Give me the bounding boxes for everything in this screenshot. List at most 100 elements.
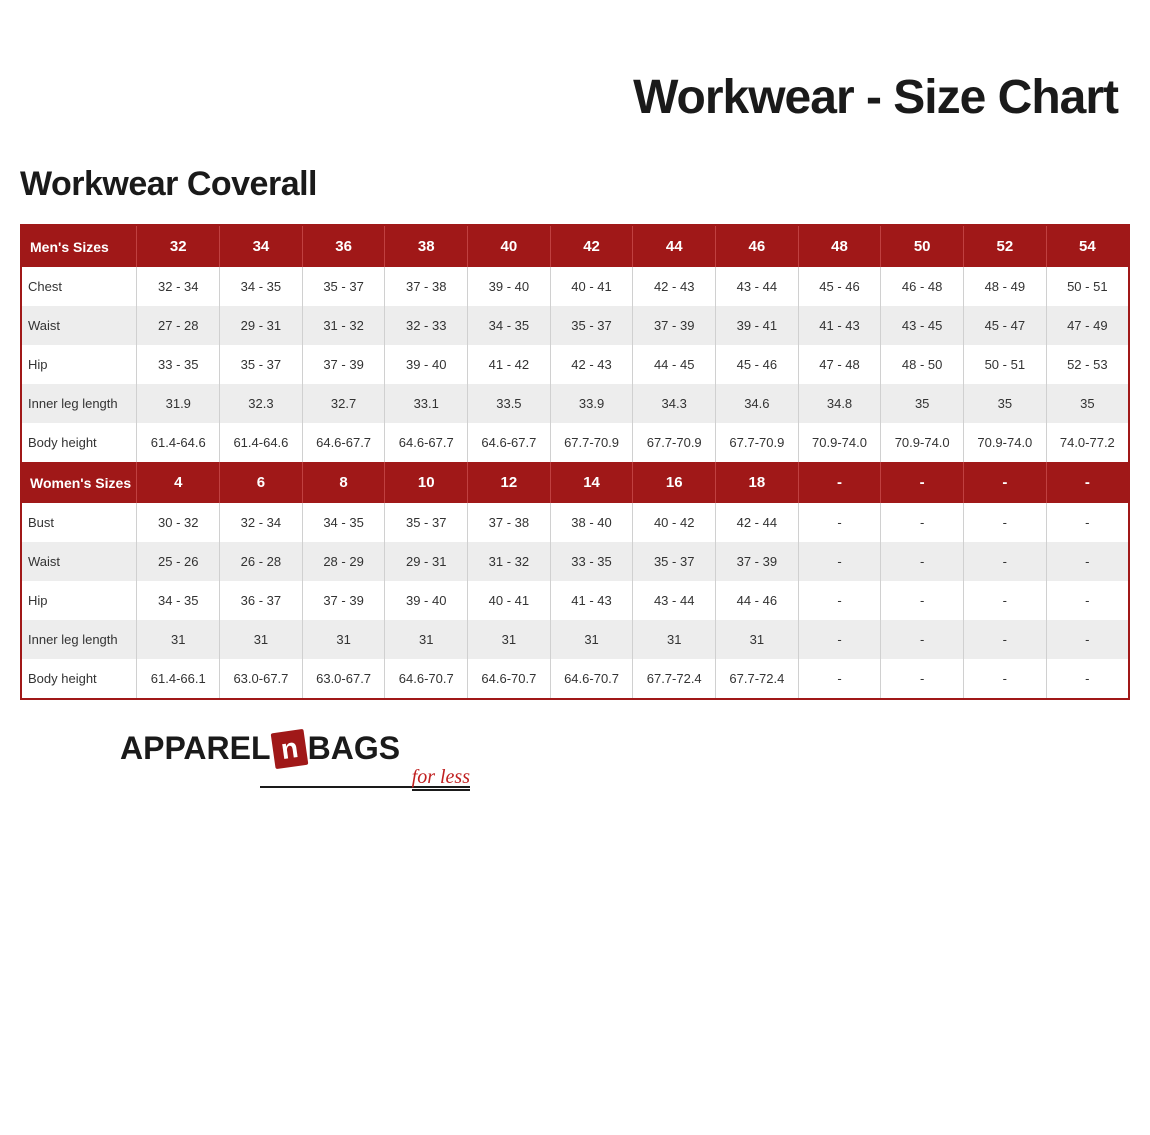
table-cell: 64.6-67.7 (385, 423, 468, 462)
table-cell: 33 - 35 (137, 345, 220, 384)
table-cell: 44 - 46 (716, 581, 799, 620)
table-cell: 38 - 40 (550, 503, 633, 542)
mens-size-header: 44 (633, 225, 716, 267)
table-cell: 45 - 46 (798, 267, 881, 306)
mens-size-header: 48 (798, 225, 881, 267)
table-cell: 67.7-70.9 (550, 423, 633, 462)
table-cell: 37 - 39 (633, 306, 716, 345)
table-cell: 37 - 39 (302, 345, 385, 384)
table-cell: 64.6-67.7 (302, 423, 385, 462)
table-cell: 52 - 53 (1046, 345, 1129, 384)
table-cell: 43 - 45 (881, 306, 964, 345)
page-container: Workwear - Size Chart Workwear Coverall … (0, 0, 1150, 830)
table-cell: 32 - 34 (220, 503, 303, 542)
table-cell: 25 - 26 (137, 542, 220, 581)
table-cell: 45 - 47 (964, 306, 1047, 345)
table-cell: - (1046, 659, 1129, 699)
mens-row-label: Inner leg length (21, 384, 137, 423)
table-cell: 70.9-74.0 (798, 423, 881, 462)
table-row: Bust30 - 3232 - 3434 - 3535 - 3737 - 383… (21, 503, 1129, 542)
table-cell: 35 (964, 384, 1047, 423)
table-cell: 41 - 43 (550, 581, 633, 620)
table-cell: 37 - 39 (716, 542, 799, 581)
womens-size-header: - (964, 462, 1047, 503)
table-cell: 63.0-67.7 (220, 659, 303, 699)
table-cell: 42 - 44 (716, 503, 799, 542)
logo-tagline: for less (412, 766, 470, 791)
table-cell: 61.4-66.1 (137, 659, 220, 699)
table-cell: 35 - 37 (385, 503, 468, 542)
mens-size-header: 38 (385, 225, 468, 267)
table-cell: 67.7-72.4 (716, 659, 799, 699)
table-cell: 35 - 37 (220, 345, 303, 384)
table-cell: 67.7-72.4 (633, 659, 716, 699)
table-cell: - (964, 503, 1047, 542)
table-cell: 48 - 50 (881, 345, 964, 384)
table-cell: 40 - 42 (633, 503, 716, 542)
table-cell: 39 - 40 (385, 581, 468, 620)
mens-size-header: 40 (468, 225, 551, 267)
mens-size-header: 34 (220, 225, 303, 267)
table-cell: 41 - 43 (798, 306, 881, 345)
table-cell: 74.0-77.2 (1046, 423, 1129, 462)
table-row: Body height61.4-64.661.4-64.664.6-67.764… (21, 423, 1129, 462)
mens-row-label: Body height (21, 423, 137, 462)
womens-size-header: - (881, 462, 964, 503)
table-row: Chest32 - 3434 - 3535 - 3737 - 3839 - 40… (21, 267, 1129, 306)
table-cell: 31 (633, 620, 716, 659)
table-cell: 34.3 (633, 384, 716, 423)
womens-row-label: Inner leg length (21, 620, 137, 659)
table-cell: 34.8 (798, 384, 881, 423)
table-cell: - (881, 581, 964, 620)
table-cell: 64.6-67.7 (468, 423, 551, 462)
table-cell: 32.7 (302, 384, 385, 423)
table-cell: 31 - 32 (468, 542, 551, 581)
table-cell: 31 - 32 (302, 306, 385, 345)
mens-size-header: 54 (1046, 225, 1129, 267)
table-cell: 47 - 49 (1046, 306, 1129, 345)
table-cell: 40 - 41 (550, 267, 633, 306)
table-cell: 37 - 38 (385, 267, 468, 306)
table-cell: 64.6-70.7 (550, 659, 633, 699)
table-cell: 37 - 38 (468, 503, 551, 542)
table-row: Waist27 - 2829 - 3131 - 3232 - 3334 - 35… (21, 306, 1129, 345)
table-cell: 42 - 43 (633, 267, 716, 306)
table-cell: 70.9-74.0 (881, 423, 964, 462)
table-row: Hip34 - 3536 - 3737 - 3939 - 4040 - 4141… (21, 581, 1129, 620)
table-cell: 39 - 40 (385, 345, 468, 384)
womens-row-label: Body height (21, 659, 137, 699)
table-cell: 33.5 (468, 384, 551, 423)
table-row: Inner leg length3131313131313131---- (21, 620, 1129, 659)
table-cell: - (1046, 503, 1129, 542)
table-cell: - (964, 659, 1047, 699)
table-cell: 64.6-70.7 (468, 659, 551, 699)
womens-header-row: Women's Sizes4681012141618---- (21, 462, 1129, 503)
table-cell: 29 - 31 (385, 542, 468, 581)
table-cell: 31 (716, 620, 799, 659)
table-cell: 34.6 (716, 384, 799, 423)
table-cell: 39 - 40 (468, 267, 551, 306)
table-cell: 31 (385, 620, 468, 659)
mens-header-label: Men's Sizes (21, 225, 137, 267)
table-cell: 61.4-64.6 (220, 423, 303, 462)
mens-row-label: Waist (21, 306, 137, 345)
table-cell: - (798, 620, 881, 659)
womens-size-header: 8 (302, 462, 385, 503)
table-cell: 31 (220, 620, 303, 659)
table-cell: - (1046, 581, 1129, 620)
mens-size-header: 36 (302, 225, 385, 267)
table-cell: 70.9-74.0 (964, 423, 1047, 462)
logo-word-bags: Bags (308, 730, 400, 767)
womens-size-header: 4 (137, 462, 220, 503)
table-cell: 50 - 51 (1046, 267, 1129, 306)
table-cell: 39 - 41 (716, 306, 799, 345)
table-cell: - (881, 503, 964, 542)
table-cell: - (881, 542, 964, 581)
table-cell: - (881, 620, 964, 659)
brand-logo: Apparel n Bags for less (120, 730, 520, 810)
table-cell: 33 - 35 (550, 542, 633, 581)
table-cell: - (964, 620, 1047, 659)
table-cell: - (1046, 542, 1129, 581)
table-cell: 67.7-70.9 (716, 423, 799, 462)
table-cell: 31 (468, 620, 551, 659)
